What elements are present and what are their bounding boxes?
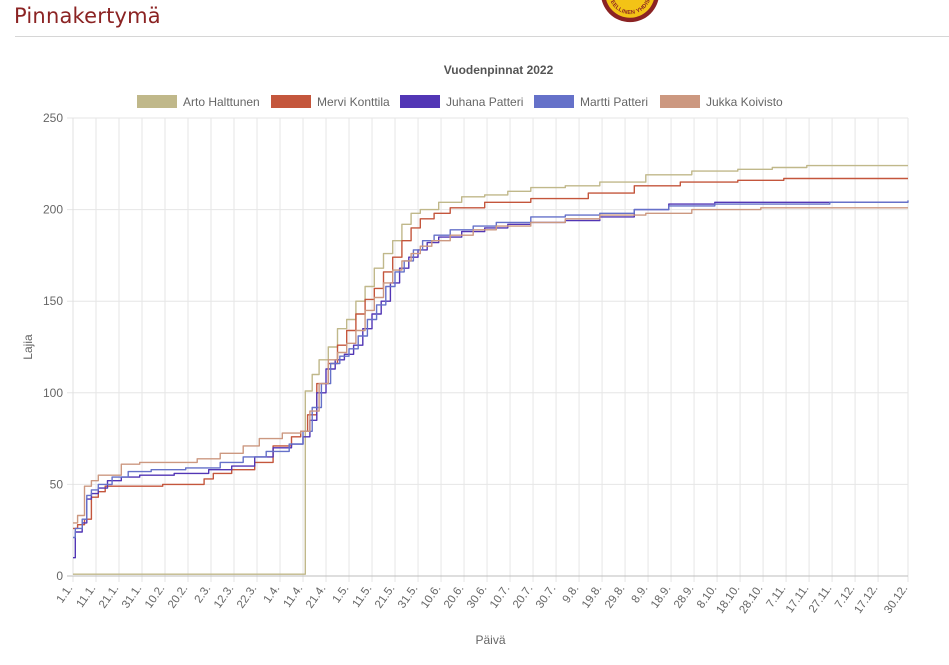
x-tick-label: 10.6.	[419, 583, 444, 611]
y-tick-label: 0	[56, 569, 63, 583]
y-tick-label: 150	[43, 294, 63, 308]
legend-swatch	[534, 95, 574, 108]
x-tick-label: 17.12.	[852, 583, 880, 616]
x-tick-label: 11.5.	[350, 583, 374, 610]
x-tick-label: 1.5.	[331, 583, 352, 606]
x-tick-label: 12.3.	[212, 583, 237, 611]
x-tick-label: 21.4.	[304, 583, 329, 611]
legend-swatch	[400, 95, 440, 108]
x-tick-label: 28.9.	[672, 583, 697, 611]
x-tick-label: 9.8.	[561, 583, 582, 606]
chart-title: Vuodenpinnat 2022	[444, 63, 554, 77]
x-tick-label: 27.11.	[807, 583, 835, 615]
page-title: Pinnakertymä	[14, 4, 161, 28]
x-tick-label: 20.7.	[511, 583, 536, 611]
x-tick-label: 31.5.	[396, 583, 421, 611]
x-tick-label: 10.7.	[488, 583, 513, 611]
x-tick-label: 1.4.	[262, 583, 283, 606]
title-divider	[15, 36, 949, 37]
legend-label: Martti Patteri	[580, 95, 648, 109]
society-logo: TIETEELLINEN YHDISTYS	[582, 0, 678, 24]
legend-label: Mervi Konttila	[317, 95, 390, 109]
y-tick-label: 50	[50, 477, 64, 491]
x-tick-label: 18.10.	[714, 583, 742, 616]
y-tick-label: 100	[43, 386, 63, 400]
series-line-martti-patteri	[73, 200, 909, 539]
x-axis-title: Päivä	[475, 633, 505, 647]
x-tick-label: 2.3.	[193, 583, 214, 606]
y-tick-label: 200	[43, 203, 63, 217]
society-logo-emblem: TIETEELLINEN YHDISTYS	[598, 0, 659, 23]
legend-swatch	[660, 95, 700, 108]
series-line-arto-halttunen	[73, 164, 908, 575]
y-tick-label: 250	[43, 111, 63, 125]
legend-label: Arto Halttunen	[183, 95, 260, 109]
x-tick-label: 21.5.	[373, 583, 398, 611]
y-axis-title: Lajia	[21, 334, 35, 360]
x-tick-label: 31.1.	[120, 583, 145, 611]
series-line-jukka-koivisto	[73, 207, 908, 524]
legend-label: Jukka Koivisto	[706, 95, 783, 109]
x-tick-label: 17.11.	[784, 583, 812, 615]
x-tick-label: 29.8.	[603, 583, 628, 611]
x-tick-label: 11.4.	[281, 583, 305, 610]
x-tick-label: 1.1.	[55, 583, 76, 606]
legend-swatch	[137, 95, 177, 108]
legend-swatch	[271, 95, 311, 108]
x-tick-label: 30.6.	[465, 583, 490, 611]
x-tick-label: 10.2.	[143, 583, 168, 611]
x-tick-label: 8.9.	[630, 583, 651, 606]
x-tick-label: 28.10.	[737, 583, 765, 616]
series-line-mervi-konttila	[73, 177, 908, 530]
x-tick-label: 30.12.	[882, 583, 910, 616]
legend-label: Juhana Patteri	[446, 95, 523, 109]
x-tick-label: 18.9.	[649, 583, 674, 611]
x-tick-label: 22.3.	[235, 583, 260, 611]
series-line-juhana-patteri	[73, 201, 908, 559]
x-tick-label: 19.8.	[580, 583, 605, 611]
x-tick-label: 11.1.	[74, 583, 98, 610]
x-tick-label: 21.1.	[97, 583, 122, 611]
x-tick-label: 30.7.	[534, 583, 559, 611]
x-tick-label: 20.2.	[166, 583, 191, 611]
x-tick-label: 20.6.	[442, 583, 467, 611]
